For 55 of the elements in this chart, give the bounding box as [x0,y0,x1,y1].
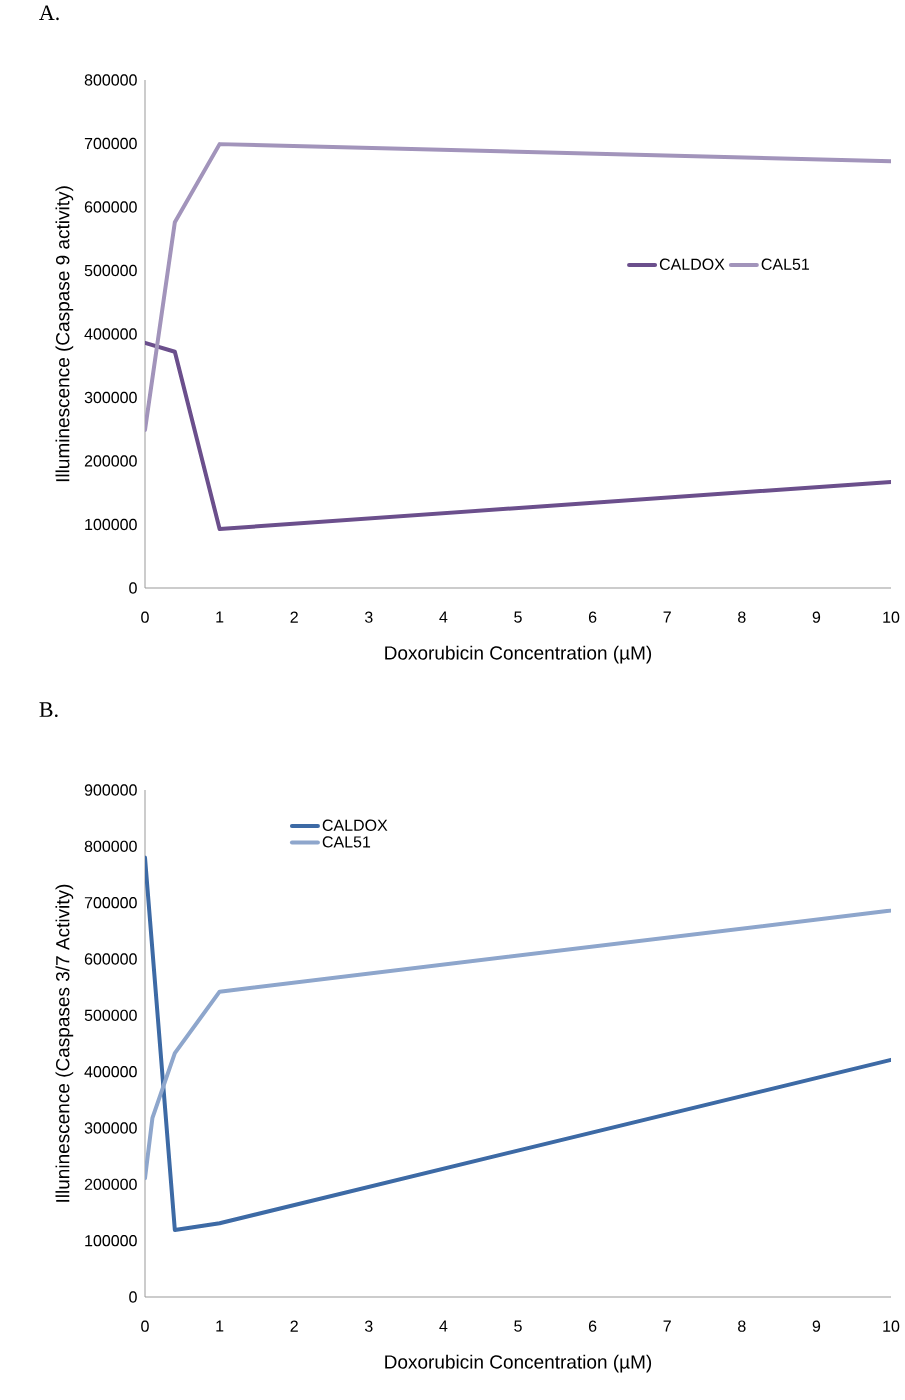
y-tick-label: 300000 [84,1122,137,1134]
chart-title: B. [39,702,58,718]
line-series [145,855,892,1232]
legend-label: CALDOX [659,258,725,270]
y-tick-label: 900000 [84,784,137,796]
y-tick-label: 0 [129,582,137,594]
y-tick-label: 500000 [84,264,137,277]
y-tick-label: 400000 [84,1066,137,1078]
x-tick-label: 9 [812,1320,821,1332]
y-tick-label: 500000 [84,1009,137,1021]
x-tick-label: 10 [883,1320,900,1332]
x-tick-label: 3 [364,1320,373,1332]
y-tick-label: 100000 [85,1235,137,1247]
x-tick-label: 4 [439,1320,448,1332]
y-tick-label: 300000 [84,391,137,404]
x-tick-label: 5 [514,611,522,623]
y-tick-label: 600000 [84,201,137,213]
x-tick-label: 6 [588,611,597,623]
x-tick-label: 6 [588,1320,597,1332]
y-tick-label: 100000 [85,518,137,531]
x-tick-label: 8 [738,1320,746,1332]
x-tick-label: 0 [141,1320,149,1332]
y-axis-title: Illuninescence (Caspases 3/7 Activity) [55,884,74,1202]
x-tick-label: 9 [812,611,821,623]
legend-label: CAL51 [761,258,809,270]
x-axis-title: Doxorubicin Concentration (µM) [385,1354,652,1373]
y-tick-label: 600000 [84,953,137,965]
x-tick-label: 1 [216,1320,224,1332]
y-tick-label: 700000 [84,137,137,150]
y-tick-label: 200000 [84,455,137,467]
x-tick-label: 3 [364,611,373,623]
x-tick-label: 10 [883,611,900,623]
x-axis-title: Doxorubicin Concentration (µM) [385,645,652,664]
line-series [145,142,892,432]
y-axis-title: Illuminescence (Caspase 9 activity) [55,186,74,482]
x-tick-label: 4 [439,611,448,623]
x-tick-label: 7 [663,1320,671,1332]
x-tick-label: 1 [216,611,224,623]
y-tick-label: 700000 [84,897,137,909]
y-tick-label: 0 [129,1291,137,1303]
y-tick-label: 200000 [84,1178,137,1190]
legend-label: CALDOX [322,819,388,831]
y-tick-label: 800000 [84,840,137,852]
x-tick-label: 2 [290,1320,298,1332]
x-tick-label: 5 [514,1320,522,1332]
x-tick-label: 8 [738,611,746,623]
x-tick-label: 7 [663,611,671,623]
y-tick-label: 800000 [84,74,137,86]
x-tick-label: 0 [141,611,149,623]
y-tick-label: 400000 [84,328,137,340]
line-series [145,908,892,1181]
legend-label: CAL51 [322,836,371,848]
chart-title: A. [39,5,59,21]
line-series [145,340,892,531]
x-tick-label: 2 [290,611,298,623]
